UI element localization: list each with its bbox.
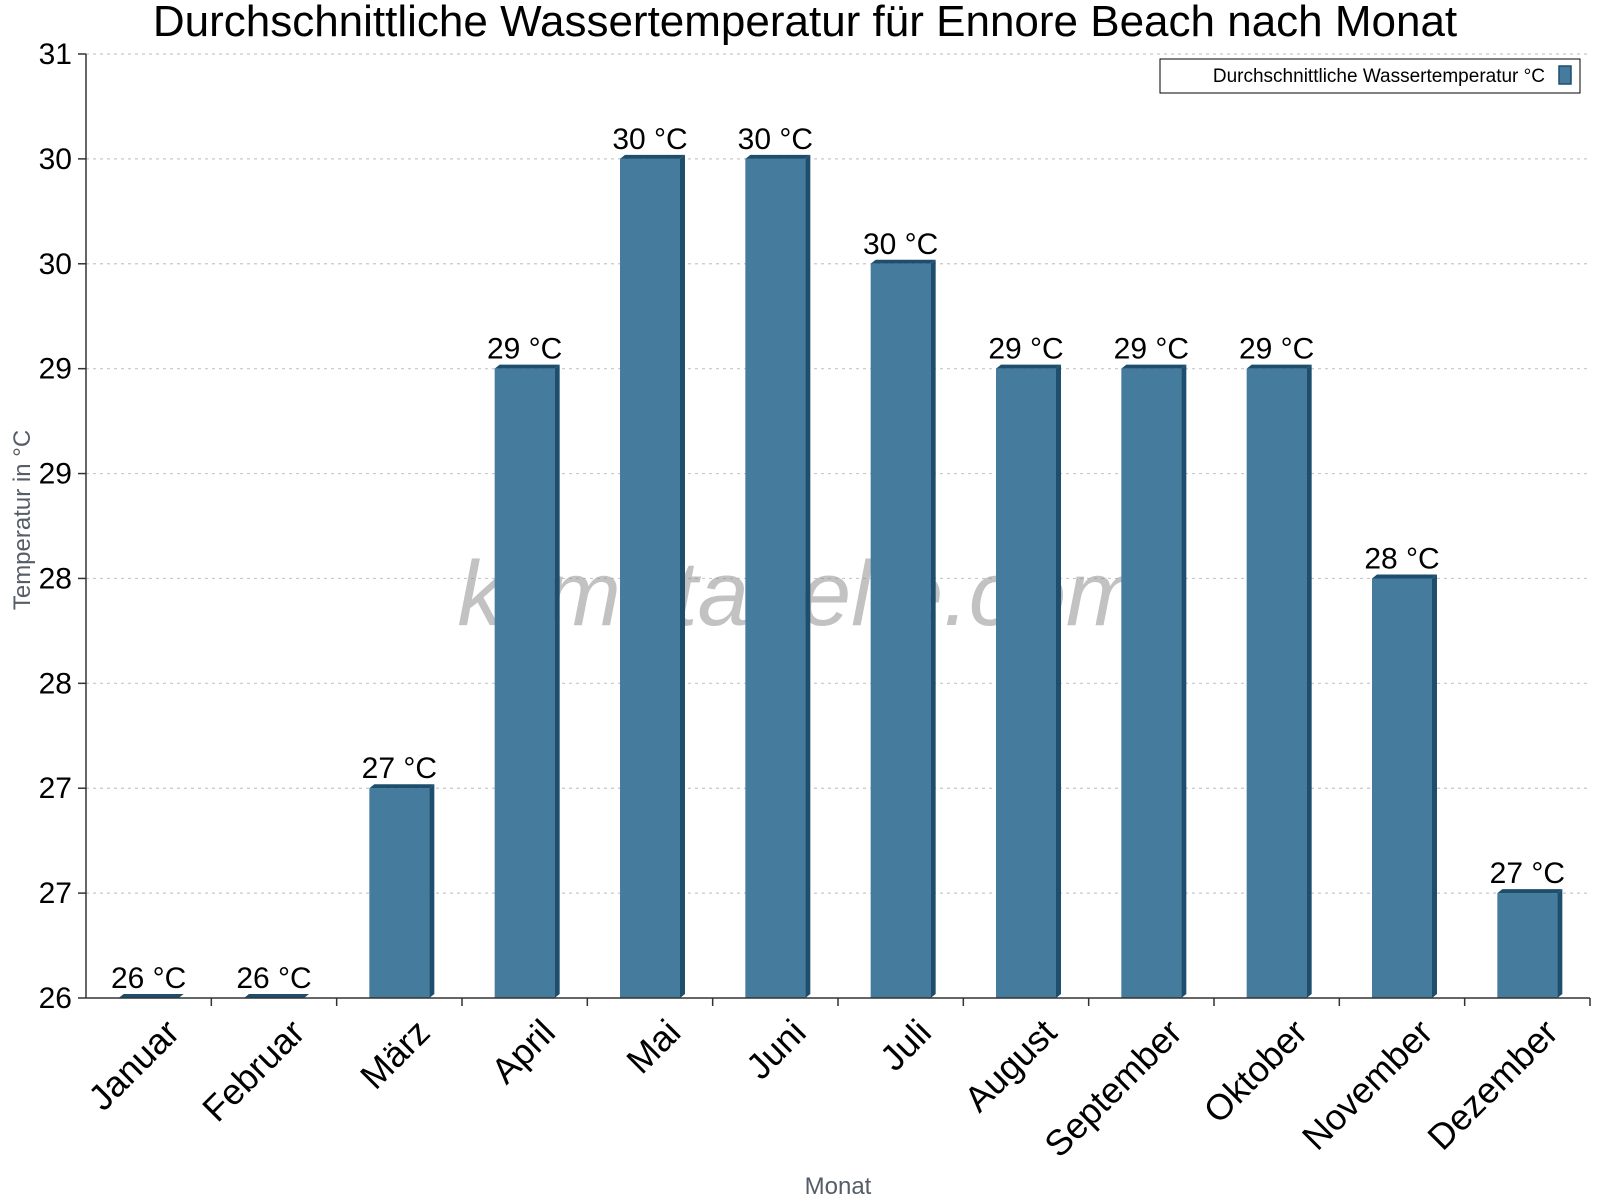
bar-front [996, 368, 1056, 999]
bar-side [680, 154, 685, 998]
bar-value-label: 26 °C [111, 962, 186, 995]
x-tick-label: Dezember [1419, 1011, 1565, 1157]
legend-box [1159, 58, 1581, 94]
bar [620, 154, 685, 998]
bar-front [620, 158, 680, 998]
bar-front [1372, 578, 1432, 998]
y-axis-label: Temperatur in °C [9, 430, 36, 610]
bar-top [620, 154, 685, 159]
bar-top [1121, 364, 1187, 369]
bars: 26 °C 26 °C 27 °C 29 °C 30 °C 30 °C 30 °C 29 °C… [111, 123, 1565, 999]
bar-front [745, 158, 806, 998]
bar-value-label: 29 °C [1239, 333, 1314, 366]
bar-value-label: 27 °C [1490, 857, 1565, 890]
bar-value-label: 29 °C [988, 333, 1063, 366]
y-tick-label: 31 [39, 38, 72, 71]
bar [118, 994, 184, 998]
x-tick-label: Juli [872, 1011, 939, 1078]
bar-side [1056, 364, 1061, 999]
bar-top [1372, 574, 1437, 579]
bar-value-label: 30 °C [863, 228, 938, 261]
y-tick-label: 27 [39, 877, 72, 910]
bar-value-label: 29 °C [1114, 333, 1189, 366]
bar-top [118, 994, 184, 998]
y-axis-ticks: 26 27 27 28 28 29 29 30 30 31 [39, 38, 86, 1015]
legend: Durchschnittliche Wassertemperatur °C [1159, 58, 1581, 94]
bar-front [494, 368, 555, 999]
x-tick-label: August [956, 1011, 1064, 1119]
y-tick-label: 30 [39, 143, 72, 176]
bar-value-label: 30 °C [738, 123, 813, 156]
x-axis-ticks: Januar Februar März April Mai Juni Juli AugustS… [80, 998, 1591, 1165]
x-tick-label: März [352, 1011, 438, 1097]
legend-label: Durchschnittliche Wassertemperatur °C [1213, 66, 1545, 87]
bar-value-label: 30 °C [612, 123, 687, 156]
bar-value-label: 29 °C [487, 333, 562, 366]
legend-swatch [1558, 65, 1572, 85]
bar [1497, 889, 1563, 998]
bar-side [1181, 364, 1187, 999]
bar-side [805, 154, 811, 998]
bar [244, 994, 309, 998]
bar [1372, 574, 1437, 998]
grid-lines [86, 53, 1590, 894]
x-tick-label: Oktober [1195, 1011, 1315, 1131]
bar-top [369, 784, 435, 789]
bar-side [429, 784, 435, 998]
y-tick-label: 27 [39, 772, 72, 805]
x-tick-label: Juni [738, 1011, 814, 1087]
bar-value-label: 28 °C [1364, 542, 1439, 575]
bar-top [1246, 364, 1312, 369]
chart-title: Durchschnittliche Wassertemperatur für E… [153, 0, 1457, 46]
bar-front [1246, 368, 1307, 999]
bar [1121, 364, 1187, 999]
bar-front [1121, 368, 1182, 999]
bar [1246, 364, 1312, 999]
y-tick-label: 26 [39, 982, 72, 1015]
x-tick-label: Februar [194, 1011, 312, 1129]
y-tick-label: 30 [39, 248, 72, 281]
x-tick-label: September [1036, 1011, 1190, 1165]
y-tick-label: 29 [39, 353, 72, 386]
axes [85, 54, 1590, 999]
bar-side [554, 364, 560, 999]
bar-top [244, 994, 309, 998]
bar-value-label: 26 °C [236, 962, 311, 995]
bar [996, 364, 1061, 999]
bar [494, 364, 560, 999]
bar-top [494, 364, 560, 369]
bar-side [1432, 574, 1437, 998]
y-tick-label: 28 [39, 667, 72, 700]
bar-front [369, 788, 430, 998]
bar-side [1557, 889, 1563, 998]
bar-value-label: 27 °C [362, 752, 437, 785]
x-axis-label: Monat [805, 1173, 872, 1200]
bar [745, 154, 811, 998]
x-tick-label: Mai [618, 1011, 688, 1081]
bar-side [930, 259, 936, 998]
bar-top [870, 259, 936, 264]
bar [369, 784, 435, 998]
bar-top [996, 364, 1061, 369]
y-tick-label: 28 [39, 562, 72, 595]
x-tick-label: Januar [80, 1011, 187, 1118]
bar [870, 259, 936, 998]
bar-front [870, 263, 931, 998]
bar-top [1497, 889, 1563, 894]
bar-side [1306, 364, 1312, 999]
x-tick-label: April [483, 1011, 563, 1091]
x-tick-label: November [1294, 1011, 1440, 1157]
y-tick-label: 29 [39, 458, 72, 491]
bar-top [745, 154, 811, 159]
bar-front [1497, 893, 1558, 998]
